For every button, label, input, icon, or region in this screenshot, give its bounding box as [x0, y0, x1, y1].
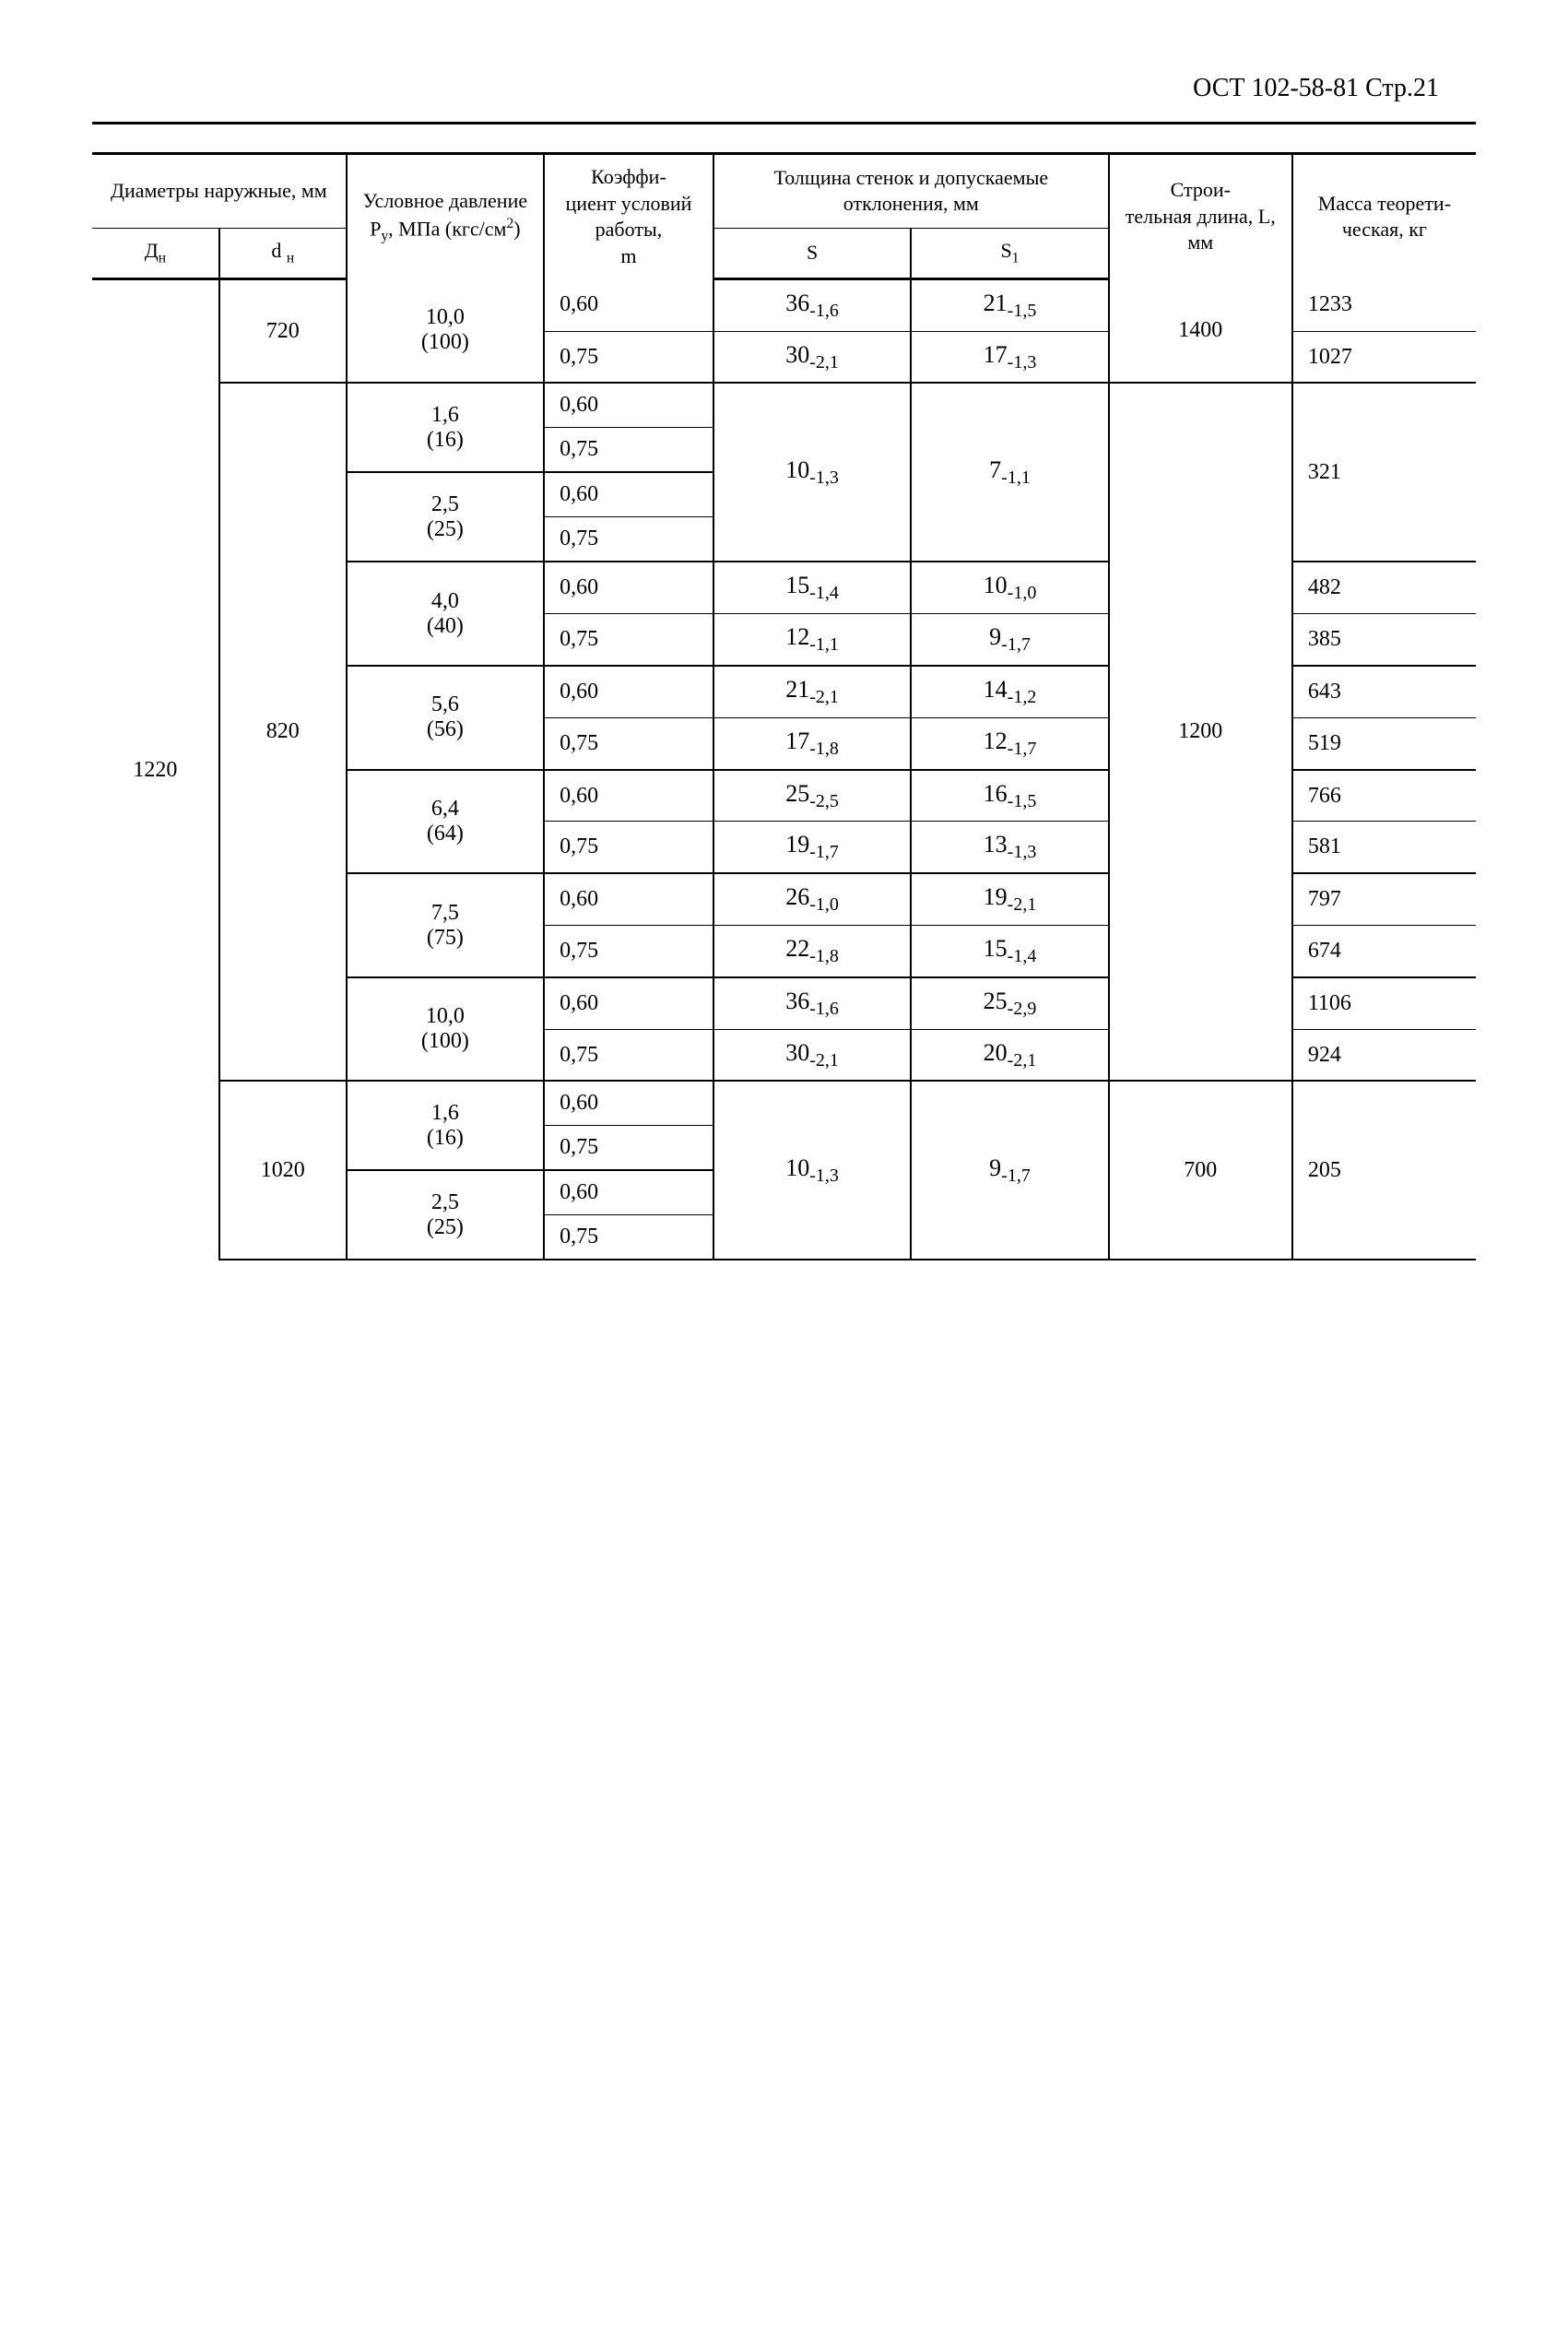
cell-s: 15-1,4: [713, 562, 911, 613]
cell-m: 0,75: [544, 428, 713, 473]
cell-mass: 674: [1292, 926, 1476, 977]
cell-s: 22-1,8: [713, 926, 911, 977]
cell-s: 10-1,3: [713, 1081, 911, 1260]
cell-m: 0,75: [544, 1126, 713, 1171]
cell-pressure: 5,6(56): [347, 666, 544, 770]
th-s: S: [713, 228, 911, 278]
cell-m: 0,60: [544, 1081, 713, 1126]
cell-m: 0,75: [544, 614, 713, 666]
cell-s: 17-1,8: [713, 717, 911, 769]
cell-m: 0,60: [544, 472, 713, 517]
cell-mass: 385: [1292, 614, 1476, 666]
cell-m: 0,75: [544, 331, 713, 383]
cell-s1: 20-2,1: [911, 1029, 1108, 1081]
cell-m: 0,60: [544, 383, 713, 428]
th-coeff: Коэффи-циент условий работы,m: [544, 154, 713, 279]
cell-mass: 1106: [1292, 977, 1476, 1029]
cell-s: 21-2,1: [713, 666, 911, 717]
th-diameters: Диаметры наружные, мм: [92, 154, 347, 229]
cell-pressure: 2,5(25): [347, 1170, 544, 1260]
cell-pressure: 1,6(16): [347, 1081, 544, 1170]
cell-m: 0,75: [544, 1215, 713, 1260]
th-mass: Масса теорети-ческая, кг: [1292, 154, 1476, 279]
cell-mass: 1233: [1292, 278, 1476, 331]
cell-m: 0,60: [544, 278, 713, 331]
cell-s1: 12-1,7: [911, 717, 1108, 769]
cell-mass: 643: [1292, 666, 1476, 717]
cell-mass: 482: [1292, 562, 1476, 613]
cell-m: 0,60: [544, 562, 713, 613]
cell-length: 700: [1109, 1081, 1292, 1260]
cell-mass: 924: [1292, 1029, 1476, 1081]
cell-s1: 9-1,7: [911, 1081, 1108, 1260]
cell-s: 25-2,5: [713, 770, 911, 822]
cell-m: 0,75: [544, 517, 713, 562]
cell-s1: 10-1,0: [911, 562, 1108, 613]
cell-s1: 9-1,7: [911, 614, 1108, 666]
th-dn-lower: d н: [219, 228, 347, 278]
cell-s: 30-2,1: [713, 1029, 911, 1081]
cell-s: 26-1,0: [713, 873, 911, 925]
cell-m: 0,75: [544, 926, 713, 977]
cell-s1: 16-1,5: [911, 770, 1108, 822]
cell-mass: 519: [1292, 717, 1476, 769]
th-length: Строи-тельная длина, L, мм: [1109, 154, 1292, 279]
cell-mass: 581: [1292, 822, 1476, 873]
cell-m: 0,60: [544, 977, 713, 1029]
cell-s1: 19-2,1: [911, 873, 1108, 925]
cell-mass: 1027: [1292, 331, 1476, 383]
cell-m: 0,75: [544, 717, 713, 769]
th-dn-upper: Дн: [92, 228, 219, 278]
cell-s1: 15-1,4: [911, 926, 1108, 977]
cell-s: 30-2,1: [713, 331, 911, 383]
cell-m: 0,75: [544, 822, 713, 873]
cell-pressure: 10,0(100): [347, 278, 544, 383]
cell-s1: 25-2,9: [911, 977, 1108, 1029]
cell-pressure: 4,0(40): [347, 562, 544, 666]
cell-dn-main: 1220: [92, 278, 219, 1260]
cell-m: 0,75: [544, 1029, 713, 1081]
cell-mass: 205: [1292, 1081, 1476, 1260]
cell-pressure: 10,0(100): [347, 977, 544, 1082]
cell-s: 36-1,6: [713, 977, 911, 1029]
header-rule: [92, 122, 1476, 124]
th-s1: S1: [911, 228, 1108, 278]
cell-dn-820: 820: [219, 383, 347, 1081]
cell-m: 0,60: [544, 666, 713, 717]
cell-length: 1400: [1109, 278, 1292, 383]
cell-s1: 14-1,2: [911, 666, 1108, 717]
cell-length: 1200: [1109, 383, 1292, 1081]
th-thickness: Толщина стенок и допускаемые отклонения,…: [713, 154, 1109, 229]
cell-pressure: 7,5(75): [347, 873, 544, 977]
cell-s: 36-1,6: [713, 278, 911, 331]
cell-dn-1020: 1020: [219, 1081, 347, 1260]
cell-s: 19-1,7: [713, 822, 911, 873]
cell-mass: 766: [1292, 770, 1476, 822]
page-header: ОСТ 102-58-81 Стр.21: [92, 74, 1476, 103]
cell-s1: 7-1,1: [911, 383, 1108, 562]
specification-table: Диаметры наружные, мм Условное давление …: [92, 152, 1476, 1260]
cell-pressure: 1,6(16): [347, 383, 544, 472]
cell-s1: 13-1,3: [911, 822, 1108, 873]
cell-pressure: 2,5(25): [347, 472, 544, 562]
table-body: 122072010,0(100)0,6036-1,621-1,514001233…: [92, 278, 1476, 1260]
cell-pressure: 6,4(64): [347, 770, 544, 874]
cell-m: 0,60: [544, 1170, 713, 1215]
cell-m: 0,60: [544, 770, 713, 822]
cell-m: 0,60: [544, 873, 713, 925]
cell-dn-720: 720: [219, 278, 347, 383]
cell-s1: 17-1,3: [911, 331, 1108, 383]
cell-mass: 797: [1292, 873, 1476, 925]
cell-s: 12-1,1: [713, 614, 911, 666]
cell-mass: 321: [1292, 383, 1476, 562]
cell-s1: 21-1,5: [911, 278, 1108, 331]
cell-s: 10-1,3: [713, 383, 911, 562]
th-pressure: Условное давление Ру, МПа (кгс/см2): [347, 154, 544, 279]
